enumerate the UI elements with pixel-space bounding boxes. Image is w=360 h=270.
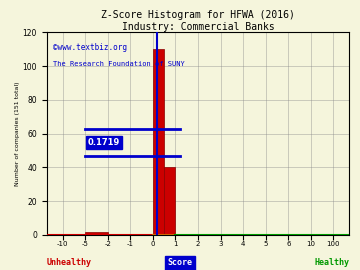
- Text: Healthy: Healthy: [314, 258, 349, 267]
- Text: The Research Foundation of SUNY: The Research Foundation of SUNY: [53, 61, 185, 67]
- Text: Unhealthy: Unhealthy: [47, 258, 92, 267]
- Text: 0.1719: 0.1719: [88, 138, 120, 147]
- Bar: [153, 49, 164, 235]
- Text: ©www.textbiz.org: ©www.textbiz.org: [53, 42, 127, 52]
- Bar: [164, 167, 175, 235]
- Y-axis label: Number of companies (151 total): Number of companies (151 total): [15, 81, 20, 186]
- Text: Score: Score: [167, 258, 193, 267]
- Title: Z-Score Histogram for HFWA (2016)
Industry: Commercial Banks: Z-Score Histogram for HFWA (2016) Indust…: [101, 10, 295, 32]
- Bar: [85, 231, 108, 235]
